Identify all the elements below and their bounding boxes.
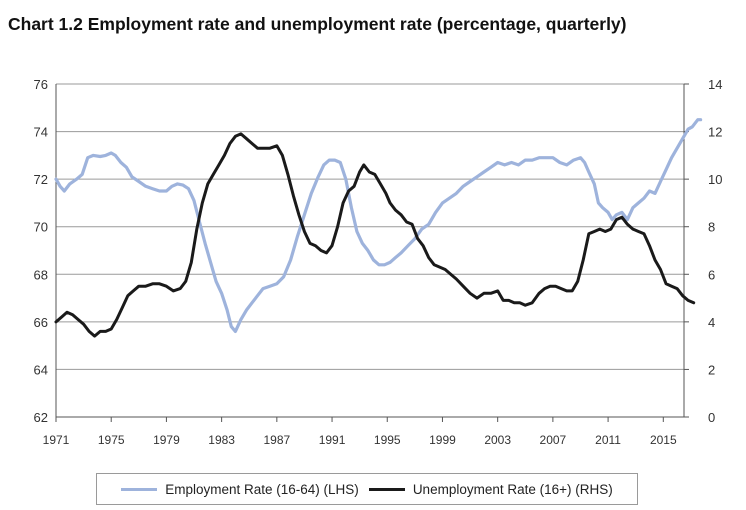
left-tick-label: 66	[34, 315, 48, 330]
left-tick-label: 72	[34, 172, 48, 187]
x-tick-label: 1975	[98, 433, 125, 447]
right-tick-label: 10	[708, 172, 722, 187]
series	[54, 118, 703, 338]
right-tick-label: 0	[708, 410, 715, 425]
right-tick-label: 6	[708, 267, 715, 282]
right-tick-label: 8	[708, 220, 715, 235]
right-tick-label: 2	[708, 362, 715, 377]
chart-title: Chart 1.2 Employment rate and unemployme…	[8, 14, 627, 34]
left-y-axis-ticks: 62 64 66 68 70 72 74 76	[34, 77, 48, 425]
right-tick-label: 4	[708, 315, 715, 330]
axes	[55, 84, 685, 418]
left-tick-label: 76	[34, 77, 48, 92]
x-tick-label: 2011	[595, 433, 621, 447]
x-tick-label: 1995	[374, 433, 401, 447]
x-tick-label: 2003	[484, 433, 511, 447]
x-tick-label: 2007	[540, 433, 567, 447]
legend-swatch-employment	[121, 487, 158, 491]
right-tick-label: 14	[708, 77, 722, 92]
legend-item-employment: Employment Rate (16-64) (LHS)	[121, 482, 359, 497]
x-tick-label: 1983	[208, 433, 235, 447]
right-y-axis-ticks: 0 2 4 6 8 10 12 14	[684, 77, 722, 425]
x-tick-label: 1991	[319, 433, 346, 447]
x-tick-label: 1999	[429, 433, 456, 447]
x-tick-label: 2015	[650, 433, 677, 447]
right-tick-label: 12	[708, 125, 722, 140]
x-axis-ticks: 1971 1975 1979 1983 1987 1991 1995 1999 2003 2007…	[43, 417, 677, 447]
legend-swatch-unemployment	[368, 487, 405, 491]
legend-item-unemployment: Unemployment Rate (16+) (RHS)	[368, 481, 613, 497]
x-tick-label: 1971	[43, 433, 70, 447]
x-tick-label: 1987	[263, 433, 290, 447]
unemployment-rate-line	[54, 132, 696, 338]
left-tick-label: 62	[34, 410, 48, 425]
legend: Employment Rate (16-64) (LHS) Unemployme…	[96, 473, 638, 505]
left-tick-label: 64	[34, 362, 48, 377]
left-tick-label: 74	[34, 125, 48, 140]
x-tick-label: 1979	[153, 433, 180, 447]
left-tick-label: 68	[34, 267, 48, 282]
legend-label-employment: Employment Rate (16-64) (LHS)	[165, 481, 359, 497]
legend-label-unemployment: Unemployment Rate (16+) (RHS)	[412, 481, 613, 497]
gridlines	[56, 83, 684, 370]
employment-rate-line	[54, 118, 703, 333]
left-tick-label: 70	[34, 220, 48, 235]
